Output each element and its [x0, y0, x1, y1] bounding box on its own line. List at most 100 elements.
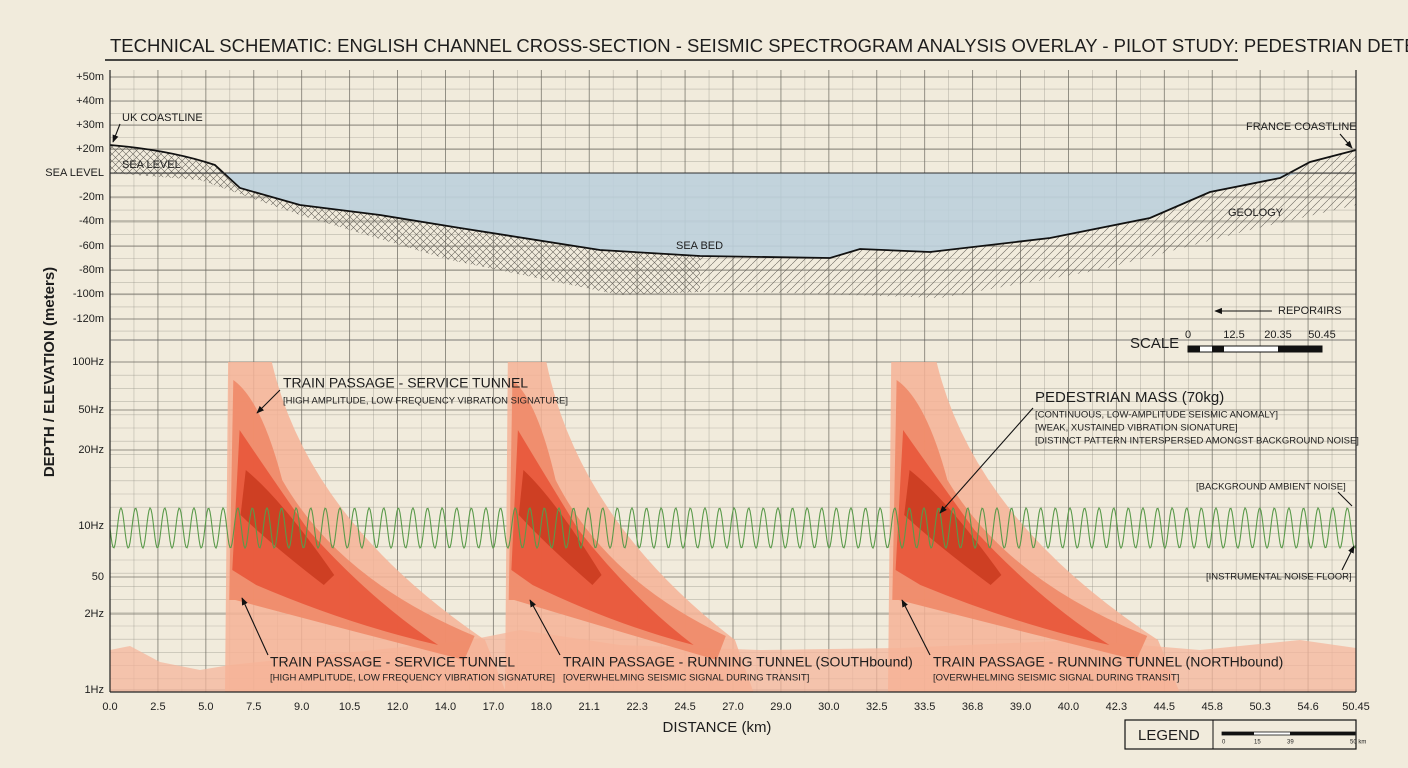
y-tick-label: -80m	[79, 264, 104, 276]
x-tick-label: 50.3	[1249, 701, 1270, 713]
x-tick-label: 7.5	[246, 701, 261, 713]
x-tick-label: 39.0	[1010, 701, 1031, 713]
x-tick-label: 36.8	[962, 701, 983, 713]
y-tick-label: 50Hz	[78, 404, 104, 416]
y-tick-label: -100m	[73, 288, 104, 300]
scale-label: 0	[1185, 329, 1191, 341]
legend-box	[1124, 719, 1357, 750]
france-coastline-label: FRANCE COASTLINE	[1246, 121, 1357, 133]
y-tick-label: -120m	[73, 313, 104, 325]
annotation-note: [BACKGROUND AMBIENT NOISE]	[1196, 482, 1346, 493]
scale-segment	[1212, 346, 1224, 352]
y-tick-label: -60m	[79, 240, 104, 252]
annotation-title: PEDESTRIAN MASS (70kg)	[1035, 389, 1224, 406]
legend-label: 39	[1287, 740, 1294, 746]
x-tick-label: 42.3	[1106, 701, 1127, 713]
sea-level-label: SEA LEVEL	[122, 159, 181, 171]
x-tick-label: 27.0	[722, 701, 743, 713]
y-tick-label: 10Hz	[78, 520, 104, 532]
arrow	[901, 599, 931, 656]
x-tick-label: 30.0	[818, 701, 839, 713]
annotation-note: [OVERWHELMING SEISMIC SIGNAL DURING TRAN…	[563, 673, 809, 684]
y-tick-label: -20m	[79, 191, 104, 203]
x-tick-label: 50.45	[1342, 701, 1370, 713]
x-tick-label: 40.0	[1058, 701, 1079, 713]
arrow	[112, 123, 121, 143]
arrow	[1341, 545, 1355, 571]
legend-scale-segment	[1222, 732, 1254, 735]
x-axis-label: DISTANCE (km)	[663, 719, 772, 736]
legend-scale-segment	[1290, 732, 1355, 735]
scale-bar	[1187, 345, 1323, 353]
legend: LEGEND 0 15 39 50 km	[1124, 719, 1366, 750]
x-tick-label: 24.5	[674, 701, 695, 713]
scale-title: SCALE	[1130, 335, 1179, 352]
arrow	[1339, 133, 1353, 149]
y-tick-label: -40m	[79, 215, 104, 227]
land-uk	[110, 145, 225, 173]
x-tick-label: 14.0	[435, 701, 456, 713]
x-tick-label: 5.0	[198, 701, 213, 713]
annotation-title: TRAIN PASSAGE - RUNNING TUNNEL (SOUTHbou…	[563, 654, 913, 670]
spectrogram	[110, 362, 1356, 692]
x-tick-label: 32.5	[866, 701, 887, 713]
y-tick-label: 100Hz	[72, 356, 104, 368]
legend-title: LEGEND	[1138, 727, 1200, 744]
scale-label: 50.45	[1308, 329, 1336, 341]
y-tick-label: 50	[92, 571, 104, 583]
scale-segment	[1188, 346, 1200, 352]
x-tick-label: 54.6	[1297, 701, 1318, 713]
spectral-band	[240, 470, 335, 585]
scale-label: 12.5	[1223, 329, 1244, 341]
scale-segment	[1278, 346, 1322, 352]
x-tick-label: 10.5	[339, 701, 360, 713]
x-tick-label: 9.0	[294, 701, 309, 713]
y-tick-label: +40m	[76, 95, 104, 107]
spectral-band	[895, 430, 1110, 645]
annotation-note: [CONTINUOUS, LOW-AMPLITUDE SEISMIC ANOMA…	[1035, 410, 1278, 421]
geology	[700, 150, 1356, 298]
x-tick-label: 17.0	[483, 701, 504, 713]
x-tick-label: 22.3	[626, 701, 647, 713]
legend-label: 15	[1254, 740, 1261, 746]
scale-label: 20.35	[1264, 329, 1292, 341]
axes	[109, 70, 1357, 693]
arrow	[256, 389, 281, 414]
spectral-band	[904, 470, 1002, 585]
annotation-note: [INSTRUMENTAL NOISE FLOOR]	[1206, 572, 1352, 583]
arrow	[939, 407, 1034, 514]
x-tick-label: 44.5	[1154, 701, 1175, 713]
y-tick-label: 1Hz	[84, 684, 104, 696]
x-tick-label: 29.0	[770, 701, 791, 713]
spectral-band	[232, 430, 439, 645]
title: TECHNICAL SCHEMATIC: ENGLISH CHANNEL CRO…	[110, 35, 1408, 56]
y-tick-label: +30m	[76, 119, 104, 131]
x-tick-label: 45.8	[1202, 701, 1223, 713]
spectral-band	[518, 470, 602, 585]
annotation-note: [HIGH AMPLITUDE, LOW FREQUENCY VIBRATION…	[270, 673, 555, 684]
arrow	[529, 599, 561, 656]
tick-labels: +50m +40m +30m +20m SEA LEVEL -20m -40m -60m -80…	[45, 71, 1369, 713]
annotation-note: [OVERWHELMING SEISMIC SIGNAL DURING TRAN…	[933, 673, 1179, 684]
x-tick-label: 12.0	[387, 701, 408, 713]
annotation-title: TRAIN PASSAGE - SERVICE TUNNEL	[270, 654, 515, 670]
arrow	[241, 597, 269, 656]
y-tick-label: SEA LEVEL	[45, 167, 104, 179]
annotation-note: [DISTINCT PATTERN INTERSPERSED AMONGST B…	[1035, 436, 1359, 447]
legend-label: 0	[1222, 740, 1226, 746]
annotation-title: TRAIN PASSAGE - RUNNING TUNNEL (NORTHbou…	[933, 654, 1283, 670]
y-tick-label: +50m	[76, 71, 104, 83]
reports-label: REPOR4IRS	[1278, 305, 1342, 317]
sea-bed-label: SEA BED	[676, 240, 723, 252]
legend-label: 50 km	[1350, 740, 1366, 746]
seabed-line	[109, 144, 1357, 259]
annotation-note: [WEAK, XUSTAINED VIBRATION SIONATURE]	[1035, 423, 1238, 434]
x-tick-label: 18.0	[531, 701, 552, 713]
x-tick-label: 21.1	[579, 701, 600, 713]
y-axis-label: DEPTH / ELEVATION (meters)	[41, 267, 58, 477]
y-tick-label: 20Hz	[78, 444, 104, 456]
geology-label: GEOLOGY	[1228, 207, 1284, 219]
arrow	[1337, 491, 1353, 507]
